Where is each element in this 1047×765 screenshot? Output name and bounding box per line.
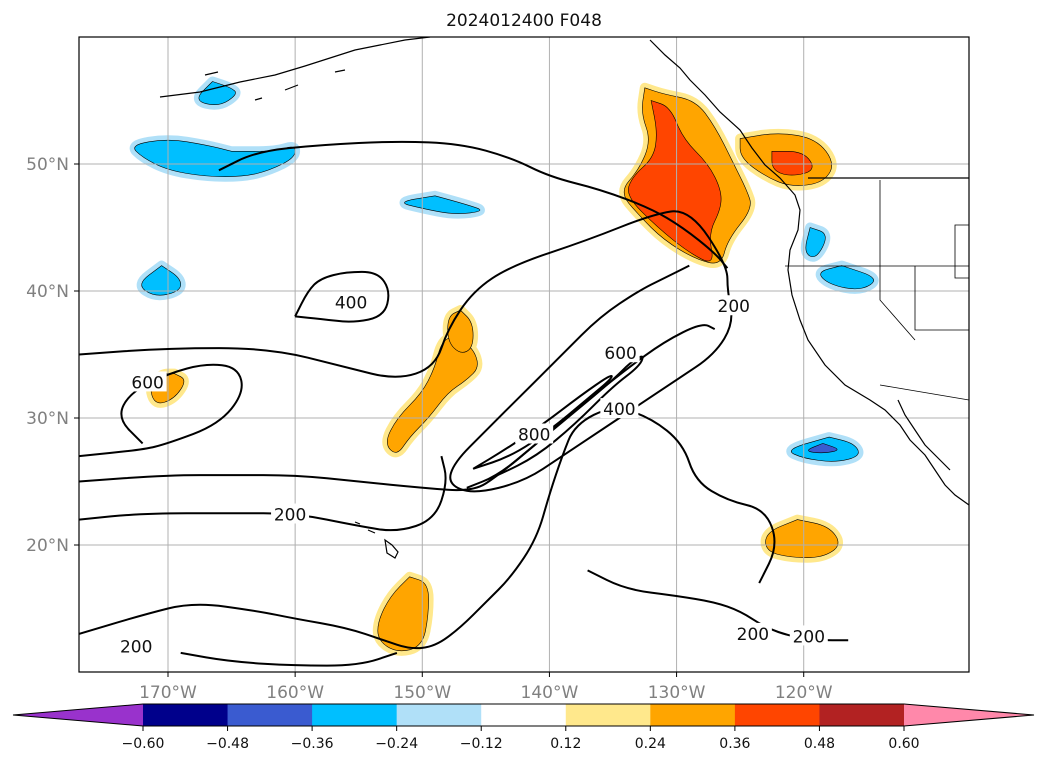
colorbar-extend-high: [904, 704, 1034, 726]
colorbar: −0.60 −0.48 −0.36 −0.24 −0.12 0.12 0.24 0.36 0.4…: [12, 703, 1035, 752]
colorbar-segment: [734, 704, 820, 726]
y-tick-label: 20°N: [26, 536, 69, 556]
x-tick-label: 160°W: [266, 683, 324, 703]
y-tick-label: 40°N: [26, 282, 69, 302]
colorbar-tick-label: 0.60: [888, 736, 919, 752]
x-axis-ticks: 170°W 160°W 150°W 140°W 130°W 120°W: [139, 672, 833, 703]
colorbar-segment: [227, 704, 313, 726]
colorbar-segment: [143, 704, 229, 726]
y-axis-ticks: 50°N 40°N 30°N 20°N: [26, 155, 79, 556]
shaded-fields: [129, 76, 879, 656]
contour-label-bg: [789, 625, 828, 646]
contour-label: 200: [718, 297, 750, 317]
contour-lines: [79, 140, 849, 667]
colorbar-tick-label: −0.12: [460, 736, 503, 752]
contour-label-bg: [733, 622, 772, 643]
colorbar-segment: [312, 704, 398, 726]
colorbar-tick-label: 0.48: [804, 736, 835, 752]
field-fill: [765, 519, 839, 559]
baja-peninsula: [897, 399, 951, 471]
contour-label-bg: [714, 295, 753, 316]
field-fill: [771, 151, 813, 176]
contour-label: 200: [274, 506, 306, 526]
chart-title: 2024012400 F048: [446, 11, 602, 31]
colorbar-extend-low: [13, 704, 143, 726]
contour-line: [79, 324, 716, 492]
hawaiian-islands: [354, 521, 399, 559]
plot-frame: [78, 36, 970, 673]
colorbar-tick-label: −0.48: [206, 736, 249, 752]
contour-label: 200: [793, 627, 825, 647]
aleutian-islands: [204, 69, 346, 101]
y-tick-label: 30°N: [26, 409, 69, 429]
x-tick-label: 150°W: [393, 683, 451, 703]
contour-line: [79, 210, 733, 493]
contour-line: [79, 455, 447, 532]
colorbar-tick-label: 0.36: [719, 736, 750, 752]
contour-label: 200: [120, 638, 152, 658]
field-fill: [377, 576, 429, 652]
colorbar-segment: [565, 704, 651, 726]
colorbar-tick-label: 0.24: [635, 736, 666, 752]
coastlines: [159, 37, 969, 559]
north-america-west-coast: [649, 39, 969, 506]
colorbar-segment: [819, 704, 905, 726]
field-fill: [387, 335, 478, 453]
x-tick-label: 140°W: [521, 683, 579, 703]
colorbar-segment: [650, 704, 736, 726]
contour-label-bg: [117, 635, 156, 656]
x-tick-label: 170°W: [139, 683, 197, 703]
field-fill: [805, 227, 826, 258]
field-fill: [808, 443, 838, 454]
contour-line: [180, 651, 398, 667]
colorbar-tick-label: 0.12: [550, 736, 581, 752]
contour-label: 200: [737, 625, 769, 645]
colorbar-tick-label: −0.36: [291, 736, 334, 752]
inland-border-fragment: [954, 224, 969, 279]
contour-labels: 400 600 800 600 400 200 200 200 200 200: [117, 291, 828, 658]
us-mexico-border: [879, 384, 969, 401]
colorbar-segment: [396, 704, 482, 726]
alaska-peninsula-coast: [159, 37, 431, 98]
x-tick-label: 130°W: [648, 683, 706, 703]
field-fill: [198, 81, 236, 106]
state-borders: [785, 180, 969, 341]
colorbar-tick-label: −0.24: [375, 736, 418, 752]
contour-label: 600: [604, 344, 636, 364]
contour-label-bg: [332, 291, 371, 312]
contour-label-bg: [600, 398, 639, 419]
contour-label: 400: [335, 293, 367, 313]
contour-line: [79, 408, 776, 650]
field-fill: [820, 265, 874, 290]
y-tick-label: 50°N: [26, 155, 69, 175]
contour-label: 400: [603, 400, 635, 420]
colorbar-segment: [481, 704, 567, 726]
colorbar-tick-label: −0.60: [122, 736, 165, 752]
contour-line: [294, 270, 390, 323]
contour-label: 600: [131, 373, 163, 393]
contour-label-bg: [128, 371, 167, 392]
contour-label-bg: [271, 503, 310, 524]
plot-area: [79, 37, 969, 672]
contour-line: [218, 140, 729, 269]
field-fill: [404, 195, 481, 214]
contour-label-bg: [601, 342, 640, 363]
x-tick-label: 120°W: [775, 683, 833, 703]
contour-label: 800: [518, 426, 550, 446]
contour-label-bg: [515, 423, 554, 444]
